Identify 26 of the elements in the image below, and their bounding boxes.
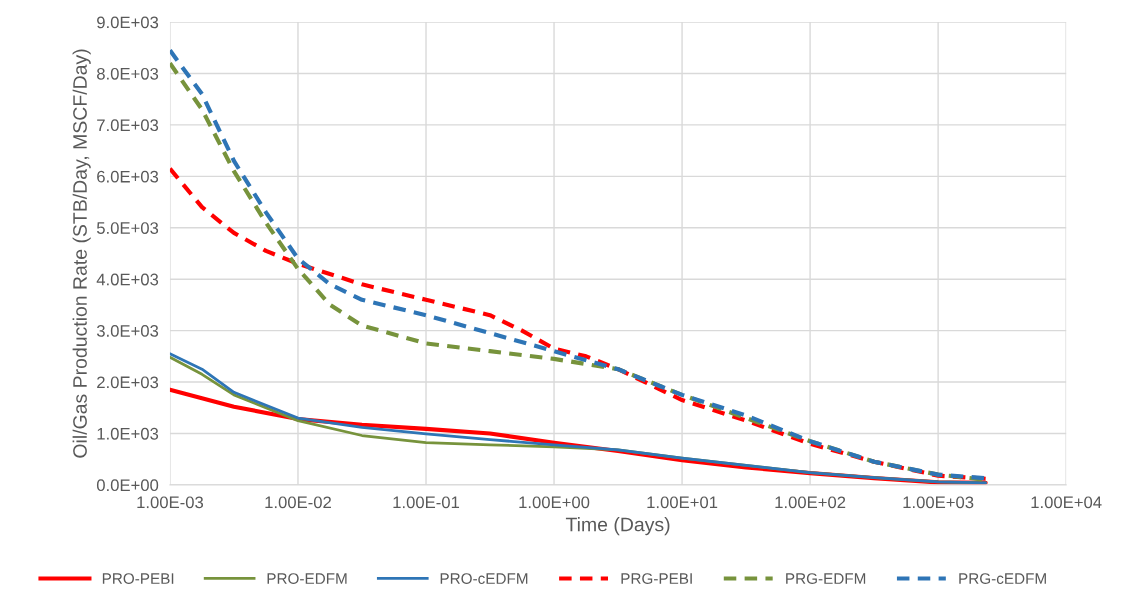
y-tick-label: 5.0E+03 xyxy=(96,222,159,234)
legend-label: PRG-EDFM xyxy=(786,573,866,584)
x-tick-label: 1.00E+04 xyxy=(1031,496,1102,509)
x-tick-label: 1.00E-01 xyxy=(393,496,460,509)
legend-label: PRG-cEDFM xyxy=(959,573,1046,584)
y-tick-label: 8.0E+03 xyxy=(97,67,159,80)
y-tick-label: 2.0E+03 xyxy=(97,376,159,389)
y-axis-title: Oil/Gas Production Rate (STB/Day, MSCF/Day) xyxy=(72,49,91,458)
y-tick-label: 4.0E+03 xyxy=(96,273,159,286)
x-tick-label: 1.00E-03 xyxy=(137,496,204,509)
y-tick-label: 7.0E+03 xyxy=(97,119,159,132)
y-tick-label: 0.0E+00 xyxy=(96,479,159,492)
y-tick-label: 1.0E+03 xyxy=(97,427,159,440)
legend-label: PRO-PEBI xyxy=(102,573,174,584)
x-tick-label: 1.00E+02 xyxy=(775,496,846,509)
legend-label: PRO-EDFM xyxy=(267,573,347,584)
x-tick-label: 1.00E+00 xyxy=(519,496,590,509)
legend-label: PRG-PEBI xyxy=(621,573,692,584)
x-tick-label: 1.00E-02 xyxy=(265,496,331,509)
legend-label: PRO-cEDFM xyxy=(440,573,528,584)
y-tick-label: 9.0E+03 xyxy=(97,16,159,29)
y-tick-label: 6.0E+03 xyxy=(97,170,159,183)
x-tick-label: 1.00E+01 xyxy=(647,496,718,509)
x-axis-title: Time (Days) xyxy=(565,517,670,536)
y-tick-label: 3.0E+03 xyxy=(96,325,159,337)
x-tick-label: 1.00E+03 xyxy=(903,496,974,509)
